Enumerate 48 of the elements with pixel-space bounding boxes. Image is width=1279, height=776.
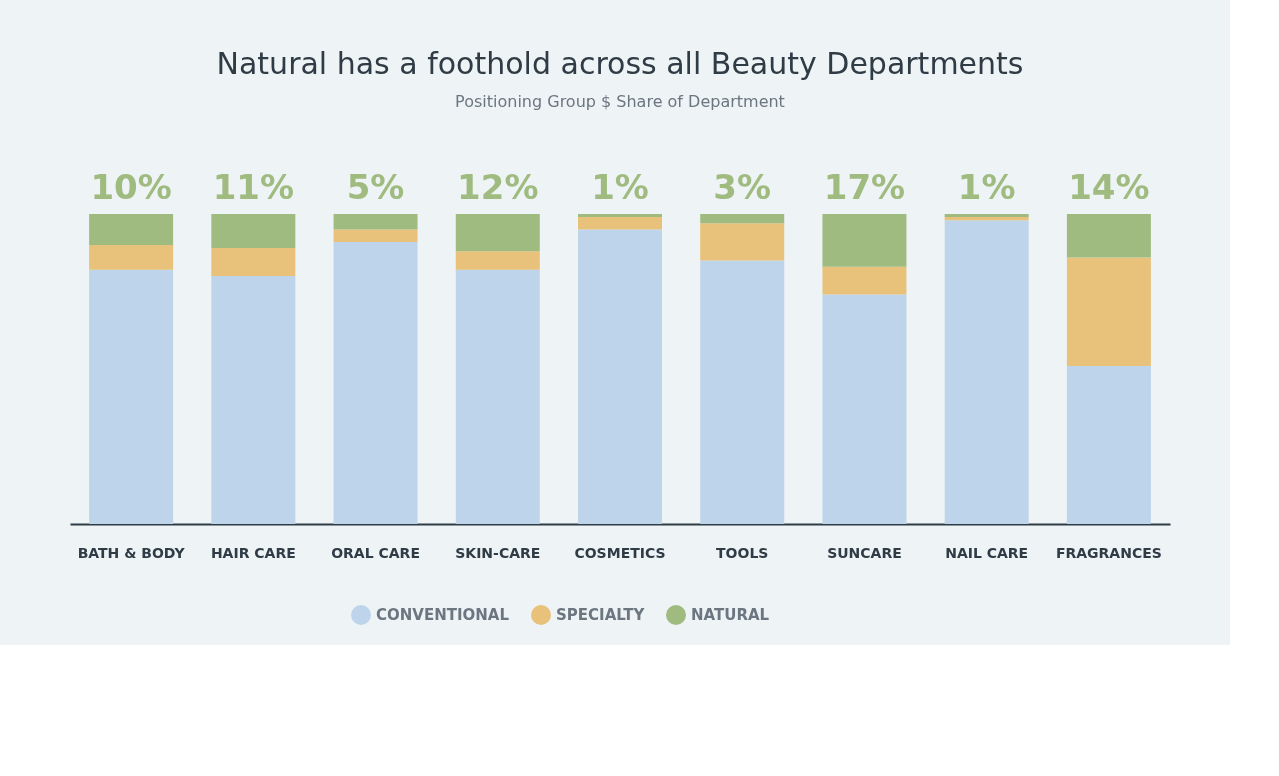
bar	[700, 223, 785, 261]
bar	[455, 269, 540, 524]
bar	[211, 214, 296, 249]
bar	[822, 266, 907, 295]
bar	[944, 220, 1029, 524]
legend-label: NATURAL	[691, 606, 770, 624]
x-tick-label: TOOLS	[716, 544, 769, 561]
chart-title: Natural has a foothold across all Beauty Departments	[216, 46, 1024, 81]
data-label: 12%	[457, 167, 539, 207]
bar	[1066, 257, 1151, 366]
legend-label: CONVENTIONAL	[376, 606, 510, 624]
x-tick-label: NAIL CARE	[945, 544, 1029, 561]
x-tick-label: ORAL CARE	[331, 544, 420, 561]
data-label: 11%	[212, 167, 295, 207]
bar	[211, 248, 296, 276]
bar	[578, 217, 662, 230]
bar	[333, 229, 418, 242]
x-tick-label: COSMETICS	[574, 544, 666, 561]
data-label: 17%	[823, 167, 906, 207]
data-label: 3%	[713, 167, 772, 207]
bar	[333, 241, 418, 524]
bar	[455, 214, 540, 252]
bar	[89, 269, 174, 524]
bar	[333, 214, 418, 230]
bar	[455, 251, 540, 270]
x-tick-label: BATH & BODY	[77, 544, 186, 561]
bar	[1066, 365, 1151, 524]
bar	[822, 294, 907, 524]
data-label: 5%	[346, 167, 405, 207]
data-label: 10%	[90, 167, 172, 207]
x-tick-label: SKIN-CARE	[455, 544, 541, 561]
bar	[700, 260, 785, 524]
x-tick-label: FRAGRANCES	[1055, 544, 1162, 561]
data-label: 1%	[957, 167, 1016, 207]
bar	[578, 229, 662, 524]
bar	[1066, 214, 1151, 258]
x-tick-label: HAIR CARE	[210, 544, 296, 561]
data-label: 14%	[1068, 167, 1150, 207]
x-tick-label: SUNCARE	[827, 544, 902, 561]
bar	[89, 214, 174, 245]
chart-subtitle: Positioning Group $ Share of Department	[455, 92, 785, 111]
bar	[211, 276, 296, 524]
bar	[700, 214, 785, 224]
bar	[89, 245, 174, 270]
bar	[822, 214, 907, 267]
bar	[578, 214, 662, 218]
data-label: 1%	[591, 167, 649, 207]
legend-label: SPECIALTY	[556, 606, 646, 624]
